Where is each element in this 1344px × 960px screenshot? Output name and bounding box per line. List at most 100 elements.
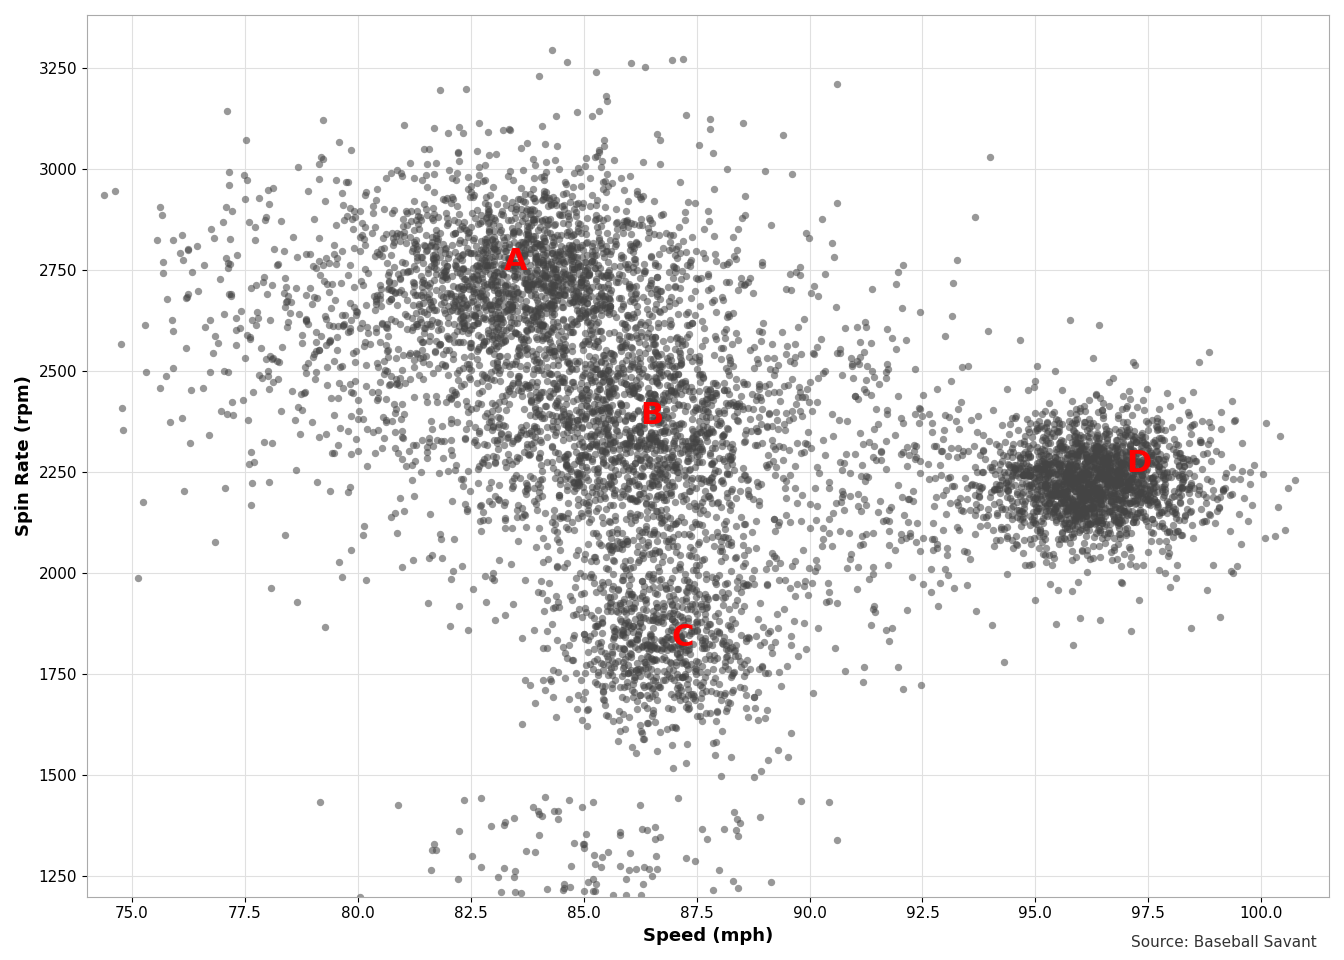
Point	[653, 595, 675, 611]
Point	[1062, 494, 1083, 510]
Point	[632, 601, 653, 616]
Point	[590, 402, 612, 418]
Point	[594, 679, 616, 694]
Point	[1017, 439, 1039, 454]
Point	[449, 335, 470, 350]
Point	[1091, 449, 1113, 465]
Point	[684, 688, 706, 704]
Point	[602, 443, 624, 458]
Point	[1086, 444, 1107, 459]
Point	[1078, 500, 1099, 516]
Point	[546, 559, 567, 574]
Point	[680, 626, 702, 641]
Point	[527, 392, 548, 407]
Point	[720, 564, 742, 579]
Point	[478, 343, 500, 358]
Point	[711, 351, 732, 367]
Point	[617, 220, 638, 235]
Point	[1142, 435, 1164, 450]
Point	[539, 281, 560, 297]
Point	[609, 266, 630, 281]
Point	[1200, 420, 1222, 435]
Point	[1044, 498, 1066, 514]
Point	[1152, 461, 1173, 476]
Point	[689, 630, 711, 645]
Point	[517, 226, 539, 241]
Point	[562, 474, 583, 490]
Point	[571, 392, 593, 407]
Point	[1009, 436, 1031, 451]
Point	[1118, 556, 1140, 571]
Point	[620, 227, 641, 242]
Point	[1129, 480, 1150, 495]
Point	[700, 470, 722, 486]
Point	[481, 395, 503, 410]
Point	[677, 463, 699, 478]
Point	[578, 494, 599, 510]
Point	[1118, 541, 1140, 557]
Point	[587, 266, 609, 281]
Point	[1067, 449, 1089, 465]
Point	[612, 365, 633, 380]
Point	[640, 425, 661, 441]
Point	[1019, 448, 1040, 464]
Point	[481, 570, 503, 586]
Point	[379, 376, 401, 392]
Point	[511, 331, 532, 347]
Point	[1130, 425, 1152, 441]
Point	[833, 487, 855, 502]
Point	[995, 501, 1016, 516]
Point	[438, 162, 460, 178]
Point	[395, 306, 417, 322]
Point	[335, 175, 356, 190]
Point	[653, 610, 675, 625]
Point	[671, 337, 692, 352]
Point	[591, 448, 613, 464]
Point	[1011, 479, 1032, 494]
Point	[403, 170, 425, 185]
Point	[946, 413, 968, 428]
Point	[1106, 466, 1128, 481]
Point	[735, 634, 757, 649]
Point	[171, 228, 192, 243]
Point	[634, 441, 656, 456]
Point	[555, 276, 577, 292]
Point	[429, 337, 450, 352]
Point	[422, 300, 444, 315]
Point	[683, 384, 704, 399]
Point	[1093, 467, 1114, 482]
Point	[1059, 313, 1081, 328]
Point	[585, 211, 606, 227]
Point	[273, 243, 294, 258]
Point	[694, 491, 715, 506]
Point	[624, 472, 645, 488]
Point	[462, 318, 484, 333]
Point	[708, 625, 730, 640]
Point	[692, 370, 714, 385]
Point	[1117, 473, 1138, 489]
Point	[575, 333, 597, 348]
Point	[659, 299, 680, 314]
Point	[495, 278, 516, 294]
Point	[1168, 457, 1189, 472]
Point	[590, 859, 612, 875]
Point	[855, 372, 876, 387]
Point	[581, 187, 602, 203]
Point	[1117, 475, 1138, 491]
Point	[723, 249, 745, 264]
Point	[633, 578, 655, 593]
Point	[495, 244, 516, 259]
Point	[1094, 481, 1116, 496]
Point	[452, 261, 473, 276]
Point	[425, 266, 446, 281]
Point	[468, 313, 489, 328]
Point	[535, 282, 556, 298]
Point	[474, 311, 496, 326]
Point	[450, 300, 472, 315]
Point	[703, 647, 724, 662]
Point	[497, 429, 519, 444]
Point	[648, 564, 669, 579]
Point	[1009, 332, 1031, 348]
Point	[530, 236, 551, 252]
Point	[594, 289, 616, 304]
